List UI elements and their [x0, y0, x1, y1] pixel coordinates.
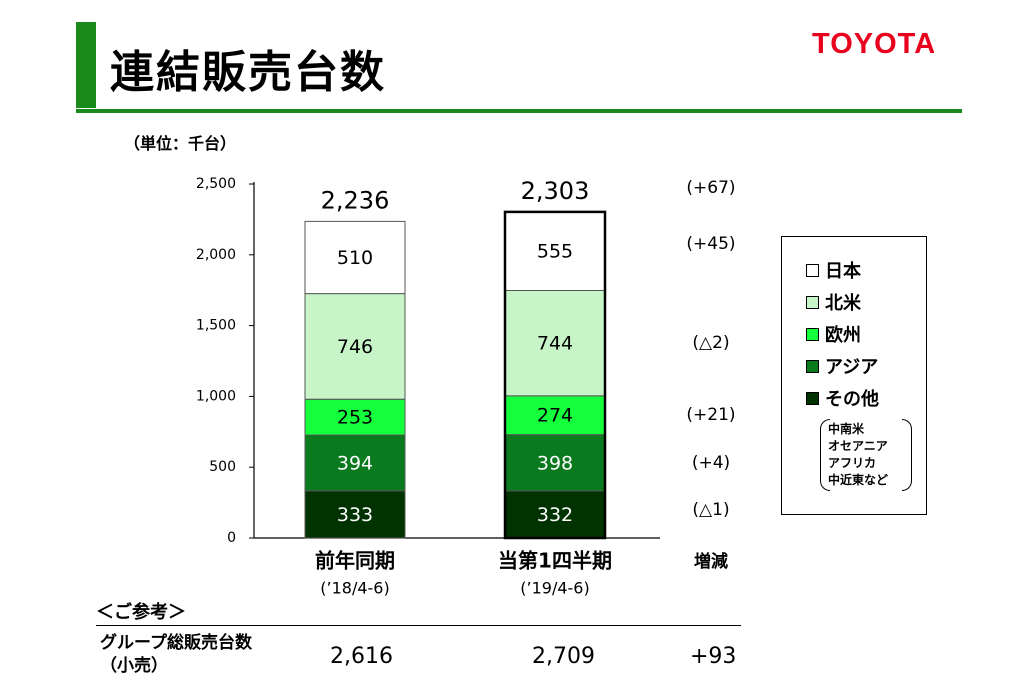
reference-prev-value: 2,616 — [330, 644, 393, 669]
bar-segment — [504, 395, 606, 436]
y-tick-label: 0 — [227, 530, 236, 546]
bar-total-label: 2,303 — [521, 177, 590, 205]
bar-segment-label: 555 — [537, 241, 573, 263]
change-value: (+21) — [686, 405, 735, 425]
bar-segment-label: 746 — [337, 336, 373, 358]
legend-label: アジア — [825, 357, 879, 378]
legend-item: 欧州 — [806, 321, 861, 347]
y-tick-label: 2,500 — [196, 176, 236, 192]
legend-item: 北米 — [806, 289, 861, 315]
bar-total-label: 2,236 — [321, 186, 390, 214]
legend-swatch — [806, 263, 819, 277]
bar-segment — [304, 490, 406, 539]
legend-note-bracket-right — [902, 419, 912, 491]
legend-label: 北米 — [825, 293, 861, 314]
legend-note: 中南米 オセアニア アフリカ 中近東など — [820, 419, 912, 493]
y-tick-label: 500 — [209, 459, 236, 475]
bar-segment-label: 510 — [337, 247, 373, 269]
legend-label: その他 — [825, 389, 879, 410]
legend-swatch — [806, 295, 819, 309]
x-category-label: 前年同期 — [315, 549, 395, 573]
bar-segment — [304, 220, 406, 295]
bar-highlight-outline — [503, 210, 607, 540]
x-category-label: 当第1四半期 — [498, 549, 612, 573]
page-title: 連結販売台数 — [110, 47, 386, 98]
bar-segment-label: 333 — [337, 504, 373, 526]
bar-segment-label: 394 — [337, 452, 373, 474]
bar-segment — [304, 434, 406, 492]
legend-swatch — [806, 359, 819, 373]
change-value: (+4) — [692, 453, 730, 473]
y-tick-label: 1,000 — [196, 388, 236, 404]
x-category-sublabel: (’19/4-6) — [520, 579, 589, 598]
change-header: 増減 — [694, 551, 728, 572]
bar-segment — [304, 293, 406, 400]
legend-label: 日本 — [825, 261, 861, 282]
bar-segment-label: 274 — [537, 405, 573, 427]
title-accent-bar — [76, 22, 96, 108]
legend-swatch — [806, 327, 819, 341]
change-value: (+45) — [686, 234, 735, 254]
legend-note-text: 中南米 オセアニア アフリカ 中近東など — [828, 422, 889, 487]
legend-item: 日本 — [806, 257, 861, 283]
bar-segment — [504, 434, 606, 492]
reference-title: ＜ご参考＞ — [96, 602, 186, 623]
title-underline — [76, 109, 962, 113]
reference-label: グループ総販売台数 （小売） — [100, 633, 252, 676]
bar-segment — [304, 398, 406, 436]
legend-item: その他 — [806, 385, 879, 411]
reference-divider — [96, 625, 741, 626]
legend-swatch — [806, 391, 819, 405]
bar-segment-label: 744 — [537, 333, 573, 355]
x-category-sublabel: (’18/4-6) — [320, 579, 389, 598]
change-value: (△1) — [692, 500, 729, 520]
reference-curr-value: 2,709 — [532, 644, 595, 669]
reference-change-value: +93 — [690, 644, 737, 669]
bar-segment-label: 398 — [537, 452, 573, 474]
unit-label: （単位：千台） — [124, 134, 237, 153]
change-value: (△2) — [692, 333, 729, 353]
toyota-logo: TOYOTA — [812, 28, 937, 60]
bar-segment-label: 253 — [337, 407, 373, 429]
legend-label: 欧州 — [825, 325, 861, 346]
bar-segment — [504, 289, 606, 397]
total-change-value: (+67) — [686, 178, 735, 198]
bar-segment-label: 332 — [537, 504, 573, 526]
y-tick-label: 2,000 — [196, 247, 236, 263]
y-tick-label: 1,500 — [196, 318, 236, 334]
legend: 日本北米欧州アジアその他 中南米 オセアニア アフリカ 中近東など — [781, 236, 927, 515]
legend-item: アジア — [806, 353, 878, 379]
